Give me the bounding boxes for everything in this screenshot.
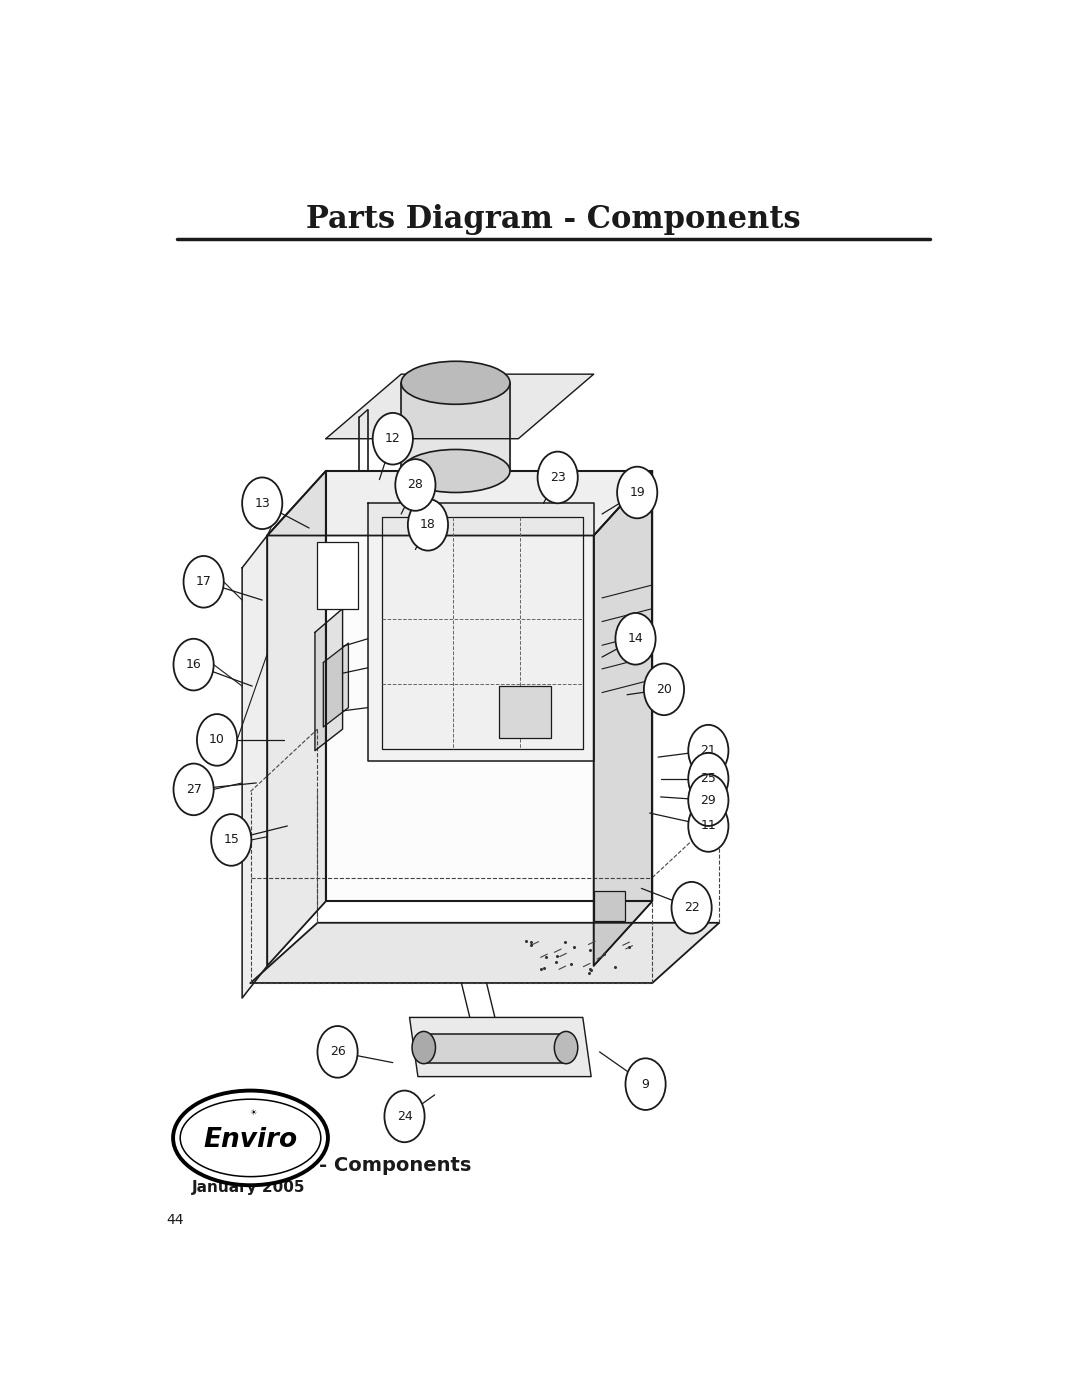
Polygon shape bbox=[409, 1017, 591, 1077]
Text: 44: 44 bbox=[166, 1213, 185, 1227]
Text: 26: 26 bbox=[329, 1045, 346, 1059]
Ellipse shape bbox=[554, 1031, 578, 1063]
Polygon shape bbox=[242, 535, 267, 997]
Text: 14: 14 bbox=[627, 633, 644, 645]
Text: WESTPORT - Components: WESTPORT - Components bbox=[192, 1157, 471, 1175]
Text: 24: 24 bbox=[396, 1109, 413, 1123]
Bar bbox=[499, 686, 551, 738]
Circle shape bbox=[174, 764, 214, 816]
Text: 9: 9 bbox=[642, 1077, 649, 1091]
Text: 20: 20 bbox=[656, 683, 672, 696]
Text: 11: 11 bbox=[701, 820, 716, 833]
Text: 27: 27 bbox=[186, 782, 202, 796]
Text: Parts Diagram - Components: Parts Diagram - Components bbox=[307, 204, 800, 235]
Text: 18: 18 bbox=[420, 518, 436, 531]
Circle shape bbox=[174, 638, 214, 690]
Circle shape bbox=[538, 451, 578, 503]
Text: 28: 28 bbox=[407, 478, 423, 492]
Polygon shape bbox=[326, 471, 652, 901]
Bar bbox=[594, 890, 625, 921]
Polygon shape bbox=[423, 1034, 566, 1063]
Text: 10: 10 bbox=[210, 733, 225, 746]
Polygon shape bbox=[401, 383, 510, 471]
Text: 29: 29 bbox=[701, 793, 716, 806]
Text: 23: 23 bbox=[550, 471, 566, 483]
Text: 12: 12 bbox=[384, 432, 401, 446]
Ellipse shape bbox=[413, 1031, 435, 1063]
Polygon shape bbox=[326, 374, 594, 439]
Text: 21: 21 bbox=[701, 745, 716, 757]
Circle shape bbox=[318, 1025, 357, 1077]
Circle shape bbox=[384, 1091, 424, 1143]
Circle shape bbox=[672, 882, 712, 933]
Ellipse shape bbox=[180, 1099, 321, 1176]
Circle shape bbox=[408, 499, 448, 550]
Text: 25: 25 bbox=[701, 773, 716, 785]
Text: 13: 13 bbox=[255, 497, 270, 510]
Text: 17: 17 bbox=[195, 576, 212, 588]
Bar bbox=[318, 542, 357, 609]
Circle shape bbox=[616, 613, 656, 665]
Polygon shape bbox=[315, 609, 342, 750]
Polygon shape bbox=[323, 643, 349, 726]
Text: 16: 16 bbox=[186, 658, 202, 671]
Text: 19: 19 bbox=[630, 486, 645, 499]
Ellipse shape bbox=[401, 362, 510, 404]
Polygon shape bbox=[267, 471, 326, 965]
Polygon shape bbox=[594, 471, 652, 965]
Circle shape bbox=[197, 714, 238, 766]
Text: ☀: ☀ bbox=[249, 1108, 257, 1116]
Circle shape bbox=[184, 556, 224, 608]
Circle shape bbox=[617, 467, 658, 518]
Text: 22: 22 bbox=[684, 901, 700, 914]
Text: January 2005: January 2005 bbox=[192, 1180, 306, 1194]
Circle shape bbox=[688, 753, 728, 805]
Text: 15: 15 bbox=[224, 834, 239, 847]
Circle shape bbox=[688, 800, 728, 852]
Circle shape bbox=[395, 460, 435, 511]
Circle shape bbox=[688, 725, 728, 777]
Polygon shape bbox=[267, 471, 652, 535]
Ellipse shape bbox=[173, 1091, 328, 1185]
Circle shape bbox=[212, 814, 252, 866]
Text: Enviro: Enviro bbox=[203, 1127, 298, 1153]
Ellipse shape bbox=[401, 450, 510, 493]
Circle shape bbox=[688, 774, 728, 826]
Polygon shape bbox=[382, 517, 583, 749]
Circle shape bbox=[625, 1059, 665, 1111]
Circle shape bbox=[373, 414, 413, 465]
Circle shape bbox=[644, 664, 684, 715]
Polygon shape bbox=[251, 923, 719, 983]
Polygon shape bbox=[367, 503, 594, 761]
Circle shape bbox=[242, 478, 282, 529]
